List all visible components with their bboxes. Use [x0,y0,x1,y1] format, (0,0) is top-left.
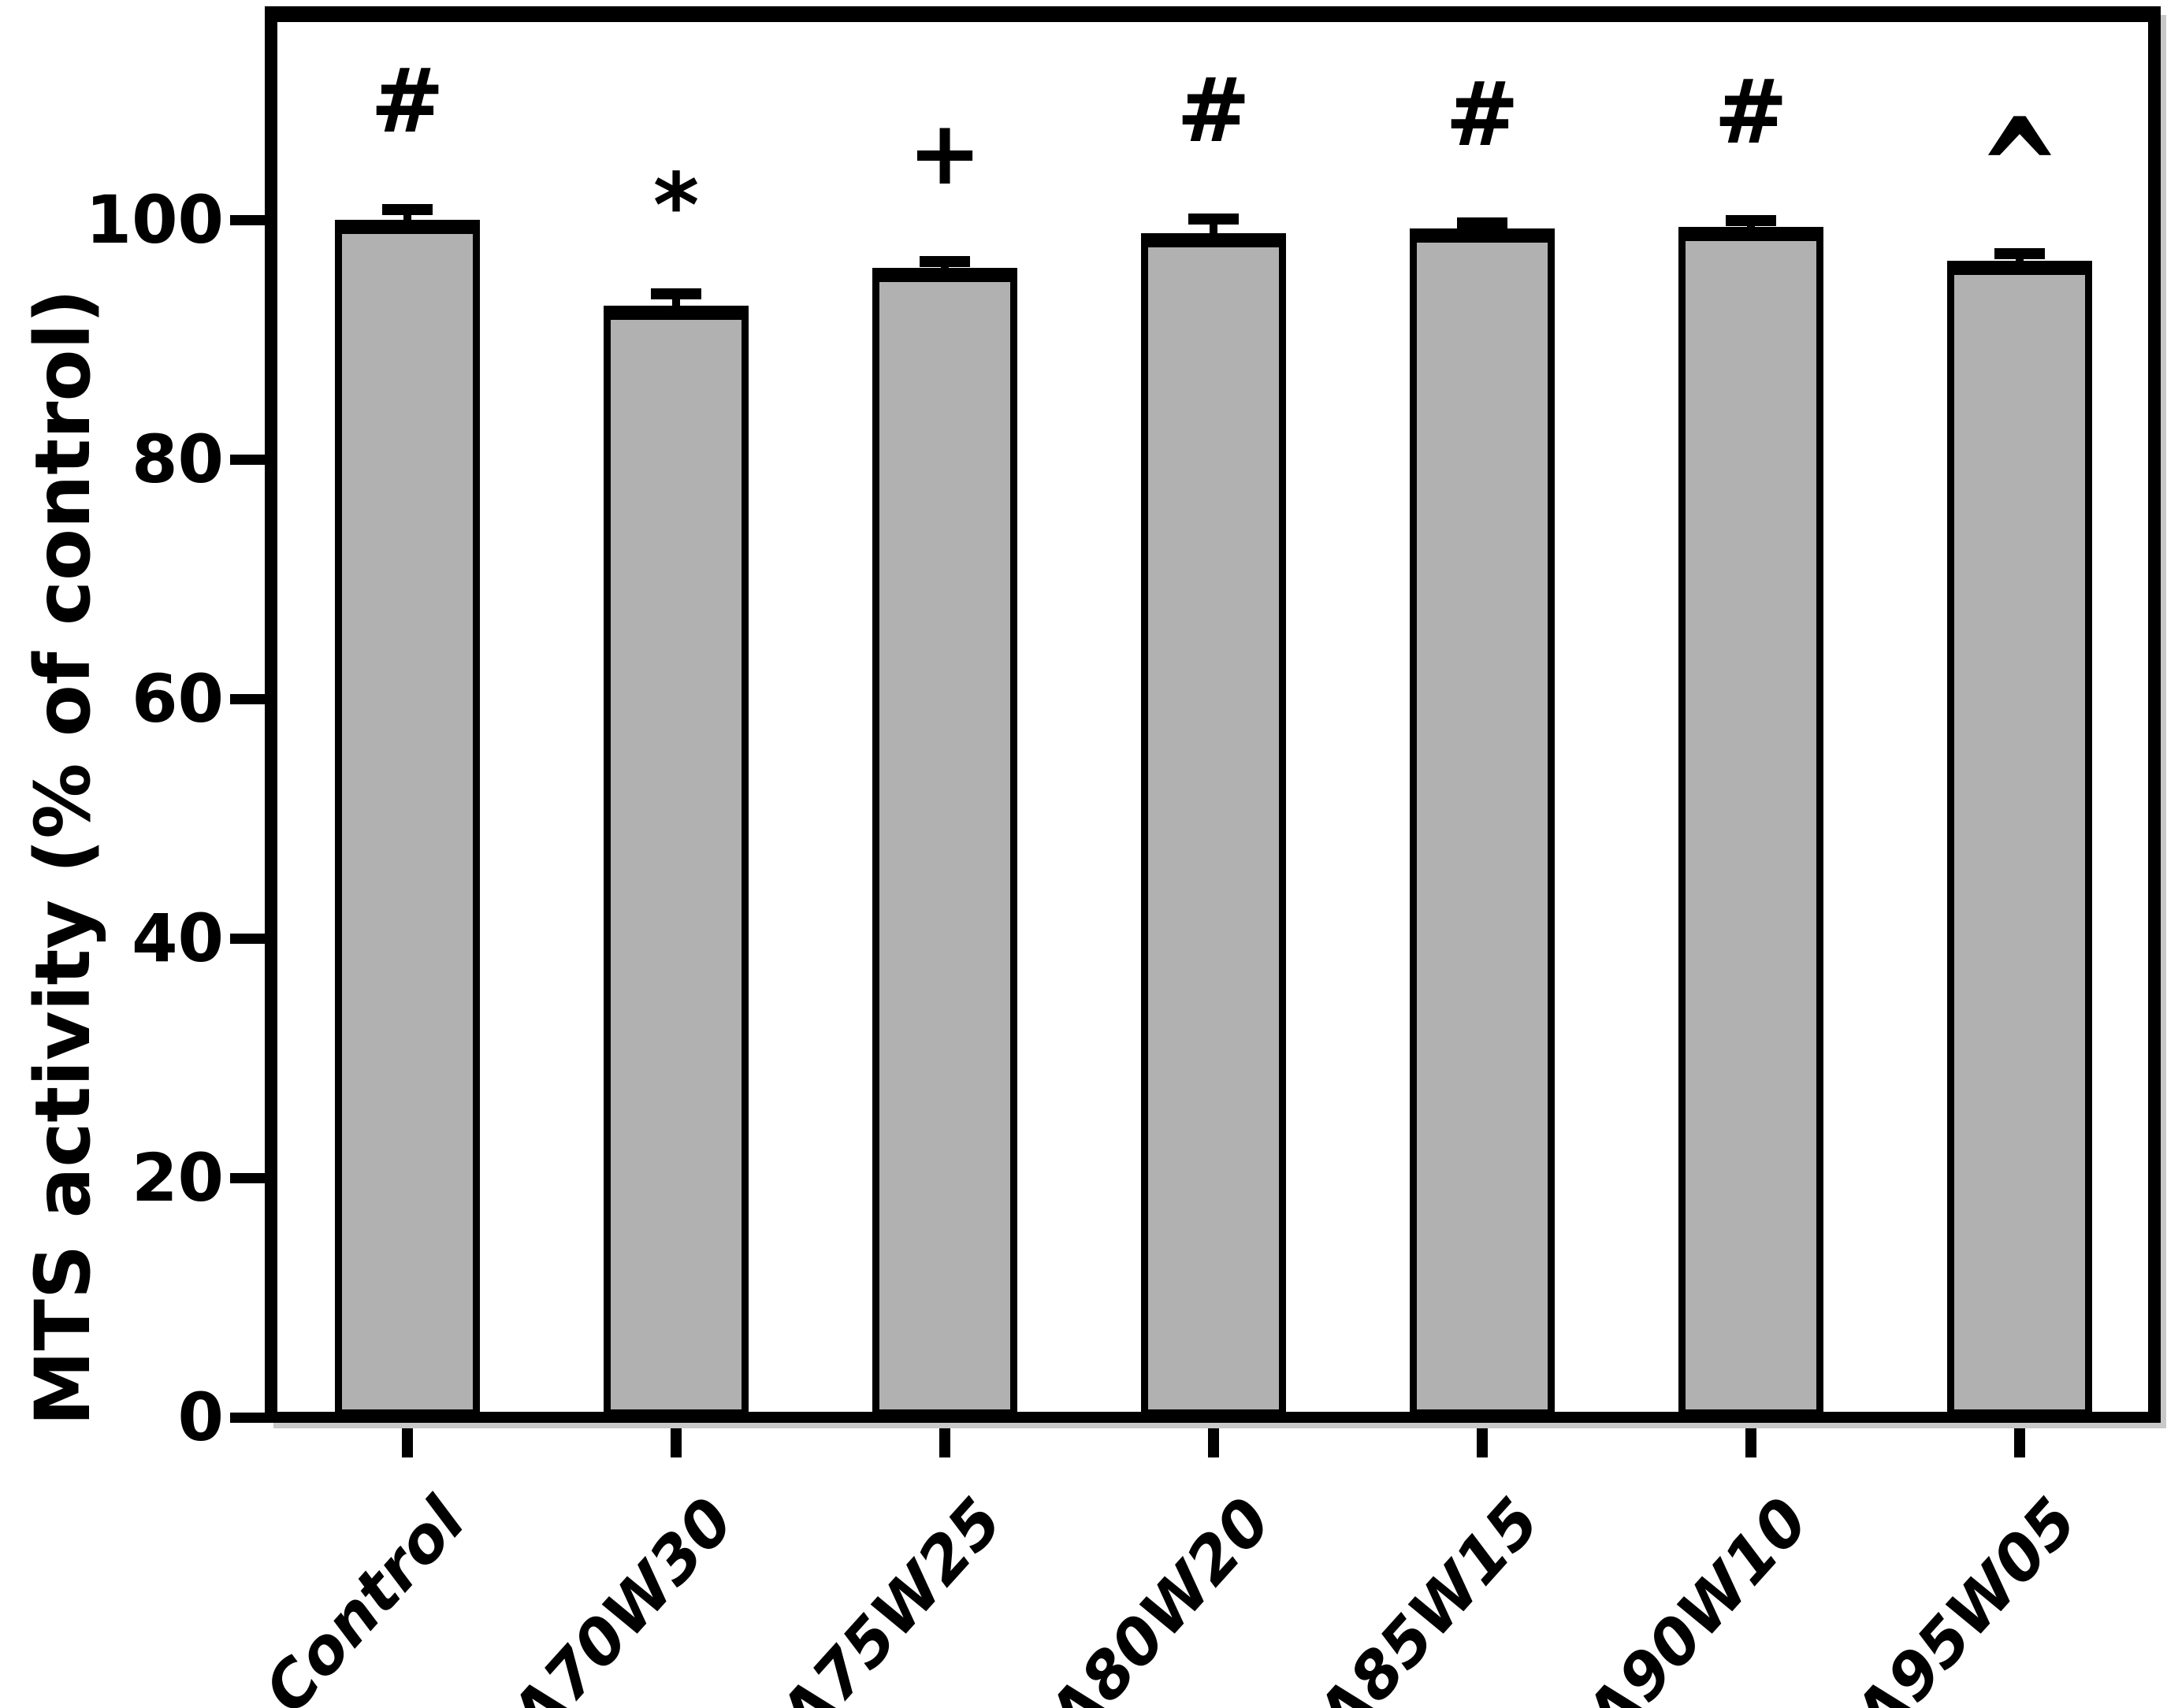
x-axis-tick [402,1421,413,1457]
x-axis-tick [2014,1421,2025,1457]
bar [1678,227,1823,1417]
y-tick-label: 80 [132,421,224,498]
significance-symbol: + [908,102,982,205]
x-axis-label: Control [250,1483,479,1708]
x-axis-tick [671,1421,682,1457]
significance-symbol: ^ [1978,88,2061,256]
y-axis-tick [230,455,266,465]
bar [1410,228,1555,1417]
y-axis-tick [230,934,266,944]
error-bar-cap [1994,248,2045,259]
x-axis-tick [1745,1421,1756,1457]
error-bar-cap [1188,214,1239,225]
significance-symbol: # [370,50,444,153]
bar [604,306,749,1417]
y-tick-label: 100 [85,181,224,258]
bar [872,268,1017,1417]
y-tick-label: 0 [177,1379,224,1456]
error-bar-cap [920,256,970,267]
error-bar-cap [651,288,701,299]
bar [1947,261,2092,1417]
x-axis-tick [1477,1421,1488,1457]
x-axis-tick [939,1421,950,1457]
bar [1141,233,1286,1417]
y-axis-tick [230,1173,266,1183]
y-tick-label: 60 [132,660,224,737]
significance-symbol: # [1445,64,1519,166]
y-axis-tick [230,1413,266,1423]
error-bar-cap [1457,217,1507,228]
error-bar-cap [382,204,433,215]
significance-symbol: * [652,155,700,258]
significance-symbol: # [1176,60,1251,162]
bar [335,220,480,1417]
significance-symbol: # [1714,61,1788,164]
y-axis-tick [230,215,266,225]
x-axis-tick [1208,1421,1219,1457]
y-tick-label: 20 [132,1139,224,1216]
y-axis-tick [230,694,266,704]
error-bar-cap [1726,215,1776,226]
y-tick-label: 40 [132,900,224,977]
